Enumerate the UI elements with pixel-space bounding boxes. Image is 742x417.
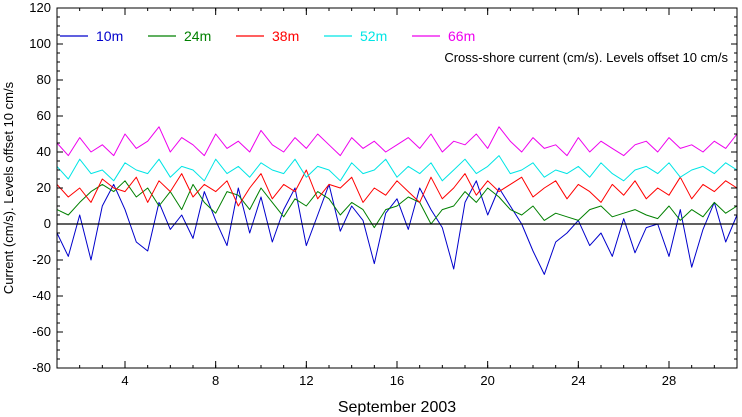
y-tick-label: 60: [37, 108, 51, 123]
x-tick-label: 24: [571, 373, 585, 388]
y-axis-label: Current (cm/s). Levels offset 10 cm/s: [1, 81, 16, 294]
y-tick-label: 120: [29, 0, 51, 15]
y-tick-label: -40: [32, 288, 51, 303]
x-tick-label: 12: [299, 373, 313, 388]
y-tick-label: -20: [32, 252, 51, 267]
x-tick-label: 8: [212, 373, 219, 388]
x-tick-label: 4: [121, 373, 128, 388]
plot-area: [56, 126, 738, 275]
y-tick-label: 0: [44, 216, 51, 231]
legend-label-52m: 52m: [360, 28, 387, 44]
axes: -80 -60 -40 -20 0 20 40 60 80 100 120 4 8 12 16 20 24 28: [29, 0, 738, 388]
series-line-10m: [56, 180, 738, 275]
y-tick-label: 20: [37, 180, 51, 195]
legend-label-38m: 38m: [272, 28, 299, 44]
y-tick-label: -60: [32, 324, 51, 339]
x-tick-label: 28: [662, 373, 676, 388]
y-tick-label: 40: [37, 144, 51, 159]
series-line-66m: [56, 126, 738, 157]
legend-label-24m: 24m: [184, 28, 211, 44]
x-axis-label: September 2003: [338, 399, 456, 416]
chart-annotation: Cross-shore current (cm/s). Levels offse…: [444, 50, 728, 65]
x-tick-label: 20: [480, 373, 494, 388]
series-line-38m: [56, 169, 738, 207]
x-tick-label: 16: [390, 373, 404, 388]
legend-label-66m: 66m: [448, 28, 475, 44]
legend: 10m 24m 38m 52m 66m: [60, 28, 475, 44]
y-tick-label: -80: [32, 360, 51, 375]
legend-label-10m: 10m: [96, 28, 123, 44]
y-tick-label: 80: [37, 72, 51, 87]
series-line-52m: [56, 155, 738, 182]
y-tick-label: 100: [29, 36, 51, 51]
